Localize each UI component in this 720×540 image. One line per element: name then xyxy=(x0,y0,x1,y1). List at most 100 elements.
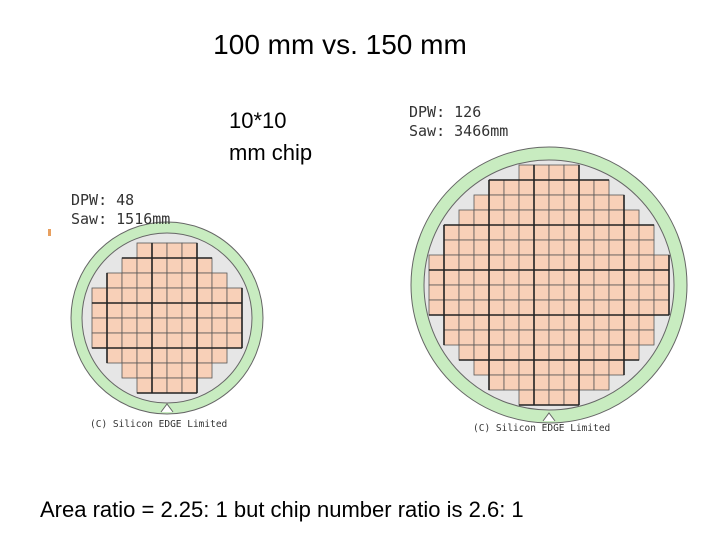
die-cell xyxy=(623,269,640,286)
die-cell xyxy=(608,269,625,286)
die-cell xyxy=(458,344,475,361)
die-cell xyxy=(428,269,445,286)
die-cell xyxy=(533,344,550,361)
die-cell xyxy=(608,209,625,226)
die-cell xyxy=(578,269,595,286)
die-cell xyxy=(488,224,505,241)
die-cell xyxy=(473,299,490,316)
die-cell xyxy=(211,287,228,304)
die-cell xyxy=(563,179,580,196)
die-cell xyxy=(518,269,535,286)
die-cell xyxy=(106,302,123,319)
die-cell xyxy=(623,209,640,226)
die-cell xyxy=(136,317,153,334)
die-cell xyxy=(548,269,565,286)
die-cell xyxy=(473,194,490,211)
die-cell xyxy=(533,209,550,226)
die-cell xyxy=(638,224,655,241)
die-cell xyxy=(533,194,550,211)
dpw-label: DPW: 48 xyxy=(71,191,134,209)
die-cell xyxy=(443,239,460,256)
die-cell xyxy=(226,332,243,349)
die-cell xyxy=(563,209,580,226)
die-cell xyxy=(593,299,610,316)
die-cell xyxy=(136,347,153,364)
die-cell xyxy=(488,329,505,346)
die-cell xyxy=(151,242,168,259)
die-cell xyxy=(136,257,153,274)
die-cell xyxy=(503,254,520,271)
die-cell xyxy=(548,254,565,271)
die-cell xyxy=(136,332,153,349)
die-cell xyxy=(151,362,168,379)
die-cell xyxy=(578,239,595,256)
die-cell xyxy=(578,314,595,331)
die-cell xyxy=(503,179,520,196)
die-cell xyxy=(166,377,183,394)
die-cell xyxy=(578,254,595,271)
die-cell xyxy=(488,179,505,196)
die-cell xyxy=(518,329,535,346)
die-cell xyxy=(608,224,625,241)
die-cell xyxy=(638,329,655,346)
die-cell xyxy=(488,209,505,226)
die-cell xyxy=(608,254,625,271)
die-cell xyxy=(593,224,610,241)
die-cell xyxy=(488,314,505,331)
die-cell xyxy=(136,302,153,319)
die-cell xyxy=(196,272,213,289)
die-cell xyxy=(488,359,505,376)
die-cell xyxy=(488,284,505,301)
die-cell xyxy=(181,287,198,304)
die-cell xyxy=(121,287,138,304)
wafers xyxy=(70,146,688,424)
die-cell xyxy=(473,284,490,301)
die-cell xyxy=(458,269,475,286)
die-cell xyxy=(518,239,535,256)
die-cell xyxy=(593,344,610,361)
die-cell xyxy=(151,332,168,349)
die-cell xyxy=(488,299,505,316)
die-cell xyxy=(533,314,550,331)
die-cell xyxy=(181,257,198,274)
die-cell xyxy=(593,269,610,286)
die-cell xyxy=(518,179,535,196)
die-cell xyxy=(473,224,490,241)
die-cell xyxy=(458,224,475,241)
die-cell xyxy=(166,317,183,334)
die-cell xyxy=(503,314,520,331)
die-cell xyxy=(578,359,595,376)
die-cell xyxy=(548,359,565,376)
die-cell xyxy=(473,314,490,331)
die-cell xyxy=(503,374,520,391)
die-cell xyxy=(533,389,550,406)
die-cell xyxy=(151,257,168,274)
die-cell xyxy=(211,302,228,319)
die-cell xyxy=(638,269,655,286)
die-cell xyxy=(563,164,580,181)
die-cell xyxy=(136,287,153,304)
die-cell xyxy=(548,194,565,211)
die-cell xyxy=(443,224,460,241)
die-cell xyxy=(533,359,550,376)
die-cell xyxy=(488,194,505,211)
die-cell xyxy=(488,374,505,391)
die-cell xyxy=(638,299,655,316)
die-cell xyxy=(608,314,625,331)
die-cell xyxy=(578,179,595,196)
die-cell xyxy=(518,209,535,226)
die-cell xyxy=(473,329,490,346)
die-cell xyxy=(548,224,565,241)
die-cell xyxy=(121,332,138,349)
die-cell xyxy=(563,374,580,391)
die-cell xyxy=(593,209,610,226)
die-cell xyxy=(623,329,640,346)
die-cell xyxy=(106,317,123,334)
die-cell xyxy=(593,254,610,271)
die-cell xyxy=(548,374,565,391)
die-cell xyxy=(548,314,565,331)
die-cell xyxy=(623,284,640,301)
die-cell xyxy=(428,299,445,316)
die-cell xyxy=(623,239,640,256)
